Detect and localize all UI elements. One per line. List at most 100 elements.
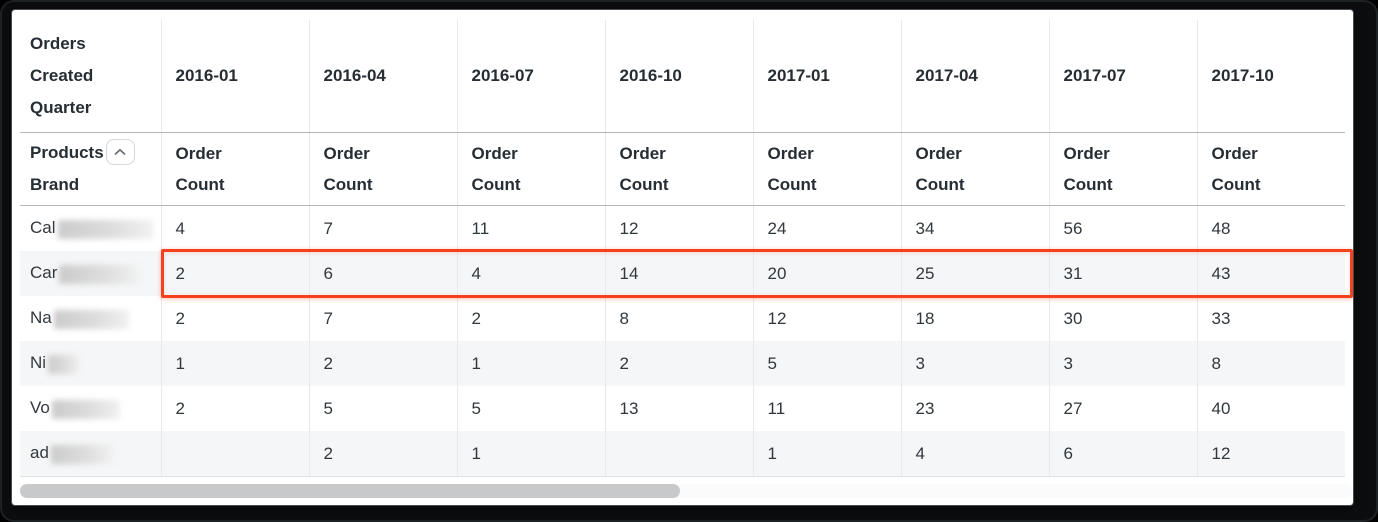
redacted-label-blur bbox=[59, 264, 140, 284]
value-cell[interactable]: 2 bbox=[456, 296, 605, 341]
value-cell[interactable]: 2 bbox=[308, 431, 457, 477]
value-cell[interactable]: 11 bbox=[456, 205, 605, 251]
quarter-column-header[interactable]: 2017-04 bbox=[900, 20, 1049, 133]
value-cell[interactable]: 18 bbox=[900, 296, 1049, 341]
table-row: ad 2 1 1 4 6 12 bbox=[20, 431, 1345, 477]
value-cell[interactable]: 6 bbox=[1048, 431, 1197, 477]
table-row: Na 2 7 2 8 12 18 30 33 bbox=[20, 296, 1345, 341]
quarter-column-header[interactable]: 2016-04 bbox=[308, 20, 457, 133]
table-row: Car 2 6 4 14 20 25 31 43 bbox=[20, 251, 1345, 296]
measure-label: Order Count bbox=[175, 144, 225, 194]
table-row: Cal 4 7 11 12 24 34 56 48 bbox=[20, 205, 1345, 252]
value-cell[interactable]: 12 bbox=[752, 296, 901, 341]
measure-column-header[interactable]: Order Count bbox=[160, 132, 309, 206]
value-cell[interactable]: 31 bbox=[1048, 251, 1197, 296]
table-row: Vo 2 5 5 13 11 23 27 40 bbox=[20, 386, 1345, 431]
value-cell[interactable]: 12 bbox=[1196, 431, 1345, 477]
value-cell[interactable]: 8 bbox=[604, 296, 753, 341]
value-cell[interactable]: 2 bbox=[604, 341, 753, 386]
measure-header-row: Products Brand Order Count Order Count Ord… bbox=[20, 132, 1345, 206]
value-cell[interactable]: 7 bbox=[308, 205, 457, 251]
value-cell[interactable]: 43 bbox=[1196, 251, 1345, 296]
quarter-header-row: Orders Created Quarter 2016-01 2016-04 201… bbox=[20, 20, 1345, 133]
value-cell[interactable]: 20 bbox=[752, 251, 901, 296]
value-cell[interactable]: 1 bbox=[160, 341, 309, 386]
value-cell[interactable]: 5 bbox=[456, 386, 605, 431]
measure-label: Order Count bbox=[619, 144, 669, 194]
sort-button[interactable] bbox=[105, 138, 135, 165]
value-cell[interactable]: 5 bbox=[752, 341, 901, 386]
value-cell[interactable]: 2 bbox=[308, 341, 457, 386]
value-cell[interactable]: 7 bbox=[308, 296, 457, 341]
table-body: Cal 4 7 11 12 24 34 56 48 Car 2 6 4 14 20 25 31 43 Na 2 7 2 8 1… bbox=[20, 205, 1345, 477]
measure-column-header[interactable]: Order Count bbox=[456, 132, 605, 206]
measure-column-header[interactable]: Order Count bbox=[604, 132, 753, 206]
measure-column-header[interactable]: Order Count bbox=[1048, 132, 1197, 206]
value-cell[interactable]: 40 bbox=[1196, 386, 1345, 431]
redacted-label-blur bbox=[53, 309, 129, 329]
value-cell[interactable]: 30 bbox=[1048, 296, 1197, 341]
value-cell[interactable]: 3 bbox=[900, 341, 1049, 386]
value-cell[interactable]: 6 bbox=[308, 251, 457, 296]
value-cell[interactable]: 34 bbox=[900, 205, 1049, 251]
value-cell[interactable]: 27 bbox=[1048, 386, 1197, 431]
quarter-column-header[interactable]: 2017-07 bbox=[1048, 20, 1197, 133]
value-cell[interactable]: 2 bbox=[160, 386, 309, 431]
pivot-table: Orders Created Quarter 2016-01 2016-04 201… bbox=[20, 20, 1345, 477]
value-cell[interactable]: 1 bbox=[456, 341, 605, 386]
value-cell[interactable]: 4 bbox=[456, 251, 605, 296]
row-label-prefix: Cal bbox=[30, 218, 56, 238]
quarter-column-header[interactable]: 2016-07 bbox=[456, 20, 605, 133]
quarter-column-header[interactable]: 2017-10 bbox=[1196, 20, 1345, 133]
row-dimension-label-line1: Products bbox=[30, 143, 104, 162]
value-cell[interactable]: 56 bbox=[1048, 205, 1197, 251]
horizontal-scrollbar-thumb[interactable] bbox=[20, 484, 680, 498]
value-cell[interactable] bbox=[160, 431, 309, 477]
row-dimension-label-line2: Brand bbox=[30, 175, 80, 194]
quarter-column-header[interactable]: 2016-10 bbox=[604, 20, 753, 133]
value-cell[interactable]: 14 bbox=[604, 251, 753, 296]
value-cell[interactable]: 23 bbox=[900, 386, 1049, 431]
row-label-cell[interactable]: Car bbox=[20, 251, 161, 296]
value-cell[interactable]: 48 bbox=[1196, 205, 1345, 251]
table-panel: Orders Created Quarter 2016-01 2016-04 201… bbox=[12, 10, 1353, 505]
row-label-prefix: Na bbox=[30, 308, 52, 328]
horizontal-scrollbar[interactable] bbox=[20, 484, 1353, 498]
row-label-prefix: ad bbox=[30, 443, 49, 463]
value-cell[interactable]: 4 bbox=[160, 205, 309, 251]
quarter-column-header[interactable]: 2017-01 bbox=[752, 20, 901, 133]
value-cell[interactable]: 1 bbox=[752, 431, 901, 477]
table-row: Ni 1 2 1 2 5 3 3 8 bbox=[20, 341, 1345, 386]
value-cell[interactable] bbox=[604, 431, 753, 477]
value-cell[interactable]: 1 bbox=[456, 431, 605, 477]
value-cell[interactable]: 8 bbox=[1196, 341, 1345, 386]
measure-column-header[interactable]: Order Count bbox=[1196, 132, 1345, 206]
redacted-label-blur bbox=[48, 354, 81, 374]
row-label-cell[interactable]: Cal bbox=[20, 206, 161, 252]
value-cell[interactable]: 24 bbox=[752, 205, 901, 251]
row-label-cell[interactable]: Ni bbox=[20, 341, 161, 386]
quarter-column-header[interactable]: 2016-01 bbox=[160, 20, 309, 133]
value-cell[interactable]: 5 bbox=[308, 386, 457, 431]
corner-header-label: Orders Created Quarter bbox=[30, 34, 94, 117]
measure-column-header[interactable]: Order Count bbox=[308, 132, 457, 206]
value-cell[interactable]: 13 bbox=[604, 386, 753, 431]
row-label-prefix: Car bbox=[30, 263, 58, 283]
measure-column-header[interactable]: Order Count bbox=[900, 132, 1049, 206]
measure-label: Order Count bbox=[1063, 144, 1113, 194]
value-cell[interactable]: 25 bbox=[900, 251, 1049, 296]
value-cell[interactable]: 2 bbox=[160, 296, 309, 341]
value-cell[interactable]: 11 bbox=[752, 386, 901, 431]
measure-label: Order Count bbox=[323, 144, 373, 194]
value-cell[interactable]: 33 bbox=[1196, 296, 1345, 341]
row-label-cell[interactable]: Vo bbox=[20, 386, 161, 431]
value-cell[interactable]: 4 bbox=[900, 431, 1049, 477]
measure-column-header[interactable]: Order Count bbox=[752, 132, 901, 206]
value-cell[interactable]: 12 bbox=[604, 205, 753, 251]
value-cell[interactable]: 3 bbox=[1048, 341, 1197, 386]
value-cell[interactable]: 2 bbox=[160, 251, 309, 296]
redacted-label-blur bbox=[51, 399, 120, 419]
row-label-cell[interactable]: Na bbox=[20, 296, 161, 341]
row-label-cell[interactable]: ad bbox=[20, 431, 161, 477]
measure-label: Order Count bbox=[1211, 144, 1261, 194]
